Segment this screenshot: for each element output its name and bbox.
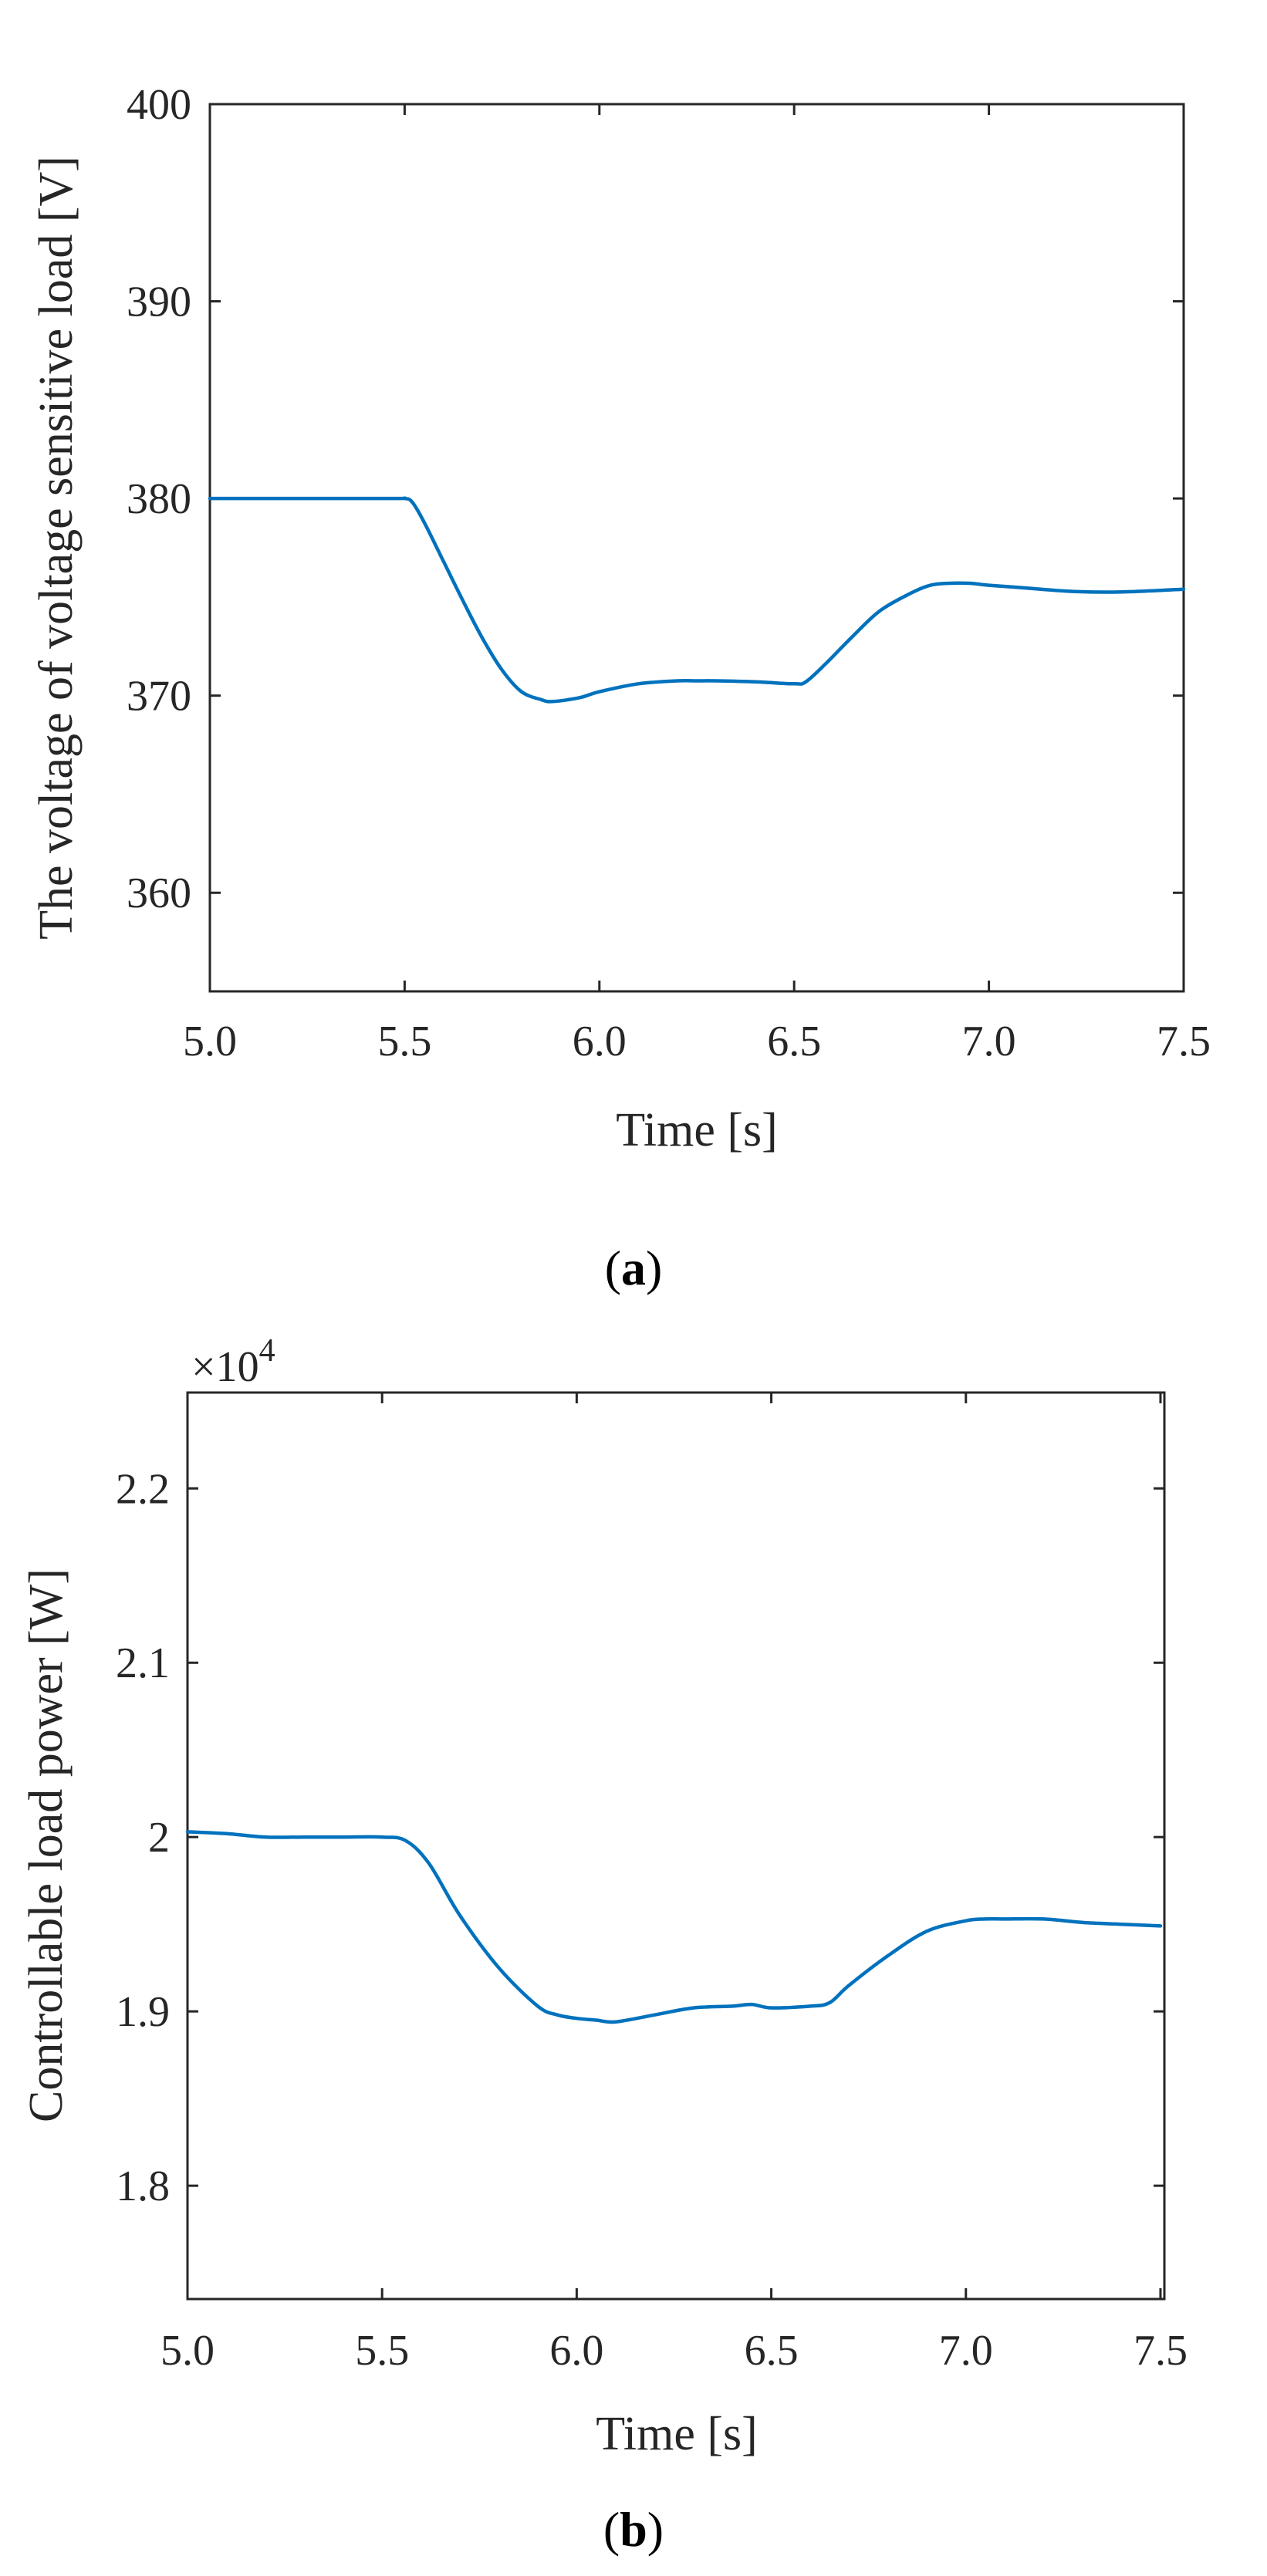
x-tick-label-b-2: 6.0 [549, 2327, 603, 2375]
x-tick-label-a-1: 5.5 [377, 1018, 431, 1065]
x-tick-label-a-5: 7.5 [1157, 1018, 1211, 1065]
caption-letter-b: b [620, 2502, 647, 2557]
y-tick-label-b-4: 2.2 [116, 1465, 170, 1513]
y-tick-label-a-3: 390 [127, 279, 191, 326]
y-axis-title-a: The voltage of voltage sensitive load [V… [30, 156, 83, 940]
x-tick-label-a-2: 6.0 [573, 1018, 627, 1065]
series-line-a-voltage [208, 496, 1186, 704]
caption-b: (b) [603, 2502, 664, 2557]
panel-b: ×104 5.0 5.5 6.0 6.5 7.0 7.5 1.8 1.9 2 2.1 2.2 Ti… [20, 1333, 1188, 2557]
plot-area-a [208, 103, 1185, 993]
series-lines-b [185, 1830, 1163, 2024]
series-lines-a [208, 496, 1186, 704]
plot-area-b [186, 1391, 1166, 2301]
y-axis-title-b: Controllable load power [W] [20, 1568, 73, 2122]
y-tick-label-b-0: 1.8 [116, 2162, 170, 2210]
series-line-b-power [185, 1830, 1163, 2024]
x-tick-label-b-3: 6.5 [745, 2327, 799, 2375]
x-tick-label-b-5: 7.5 [1134, 2327, 1188, 2375]
exponent-label-b: ×104 [191, 1333, 275, 1391]
exponent-base-b: ×10 [191, 1343, 259, 1391]
caption-a: (a) [605, 1241, 663, 1295]
y-tick-label-b-2: 2 [148, 1814, 170, 1862]
y-tick-label-a-1: 370 [127, 673, 191, 721]
x-axis-title-b: Time [s] [596, 2408, 758, 2460]
x-axis-title-a: Time [s] [616, 1104, 778, 1156]
y-ticks-b: 1.8 1.9 2 2.1 2.2 [116, 1465, 1164, 2210]
y-tick-label-a-4: 400 [127, 81, 191, 129]
exponent-power-b: 4 [259, 1333, 275, 1369]
y-tick-label-b-3: 2.1 [116, 1639, 170, 1687]
y-tick-label-a-2: 380 [127, 475, 191, 523]
x-ticks-b: 5.0 5.5 6.0 6.5 7.0 7.5 [160, 1393, 1188, 2375]
x-tick-label-b-1: 5.5 [355, 2327, 409, 2375]
x-tick-label-b-0: 5.0 [160, 2327, 215, 2375]
caption-letter-a: a [621, 1241, 646, 1295]
panel-a: 5.0 5.5 6.0 6.5 7.0 7.5 360 370 380 390 400 Time … [30, 81, 1211, 1295]
y-tick-label-a-0: 360 [127, 869, 191, 917]
y-ticks-a: 360 370 380 390 400 [127, 81, 1184, 917]
y-tick-label-b-1: 1.9 [116, 1988, 170, 2036]
x-ticks-a: 5.0 5.5 6.0 6.5 7.0 7.5 [183, 104, 1211, 1065]
x-tick-label-a-4: 7.0 [962, 1018, 1016, 1065]
x-tick-label-a-0: 5.0 [183, 1018, 237, 1065]
x-tick-label-a-3: 6.5 [767, 1018, 821, 1065]
x-tick-label-b-4: 7.0 [939, 2327, 993, 2375]
